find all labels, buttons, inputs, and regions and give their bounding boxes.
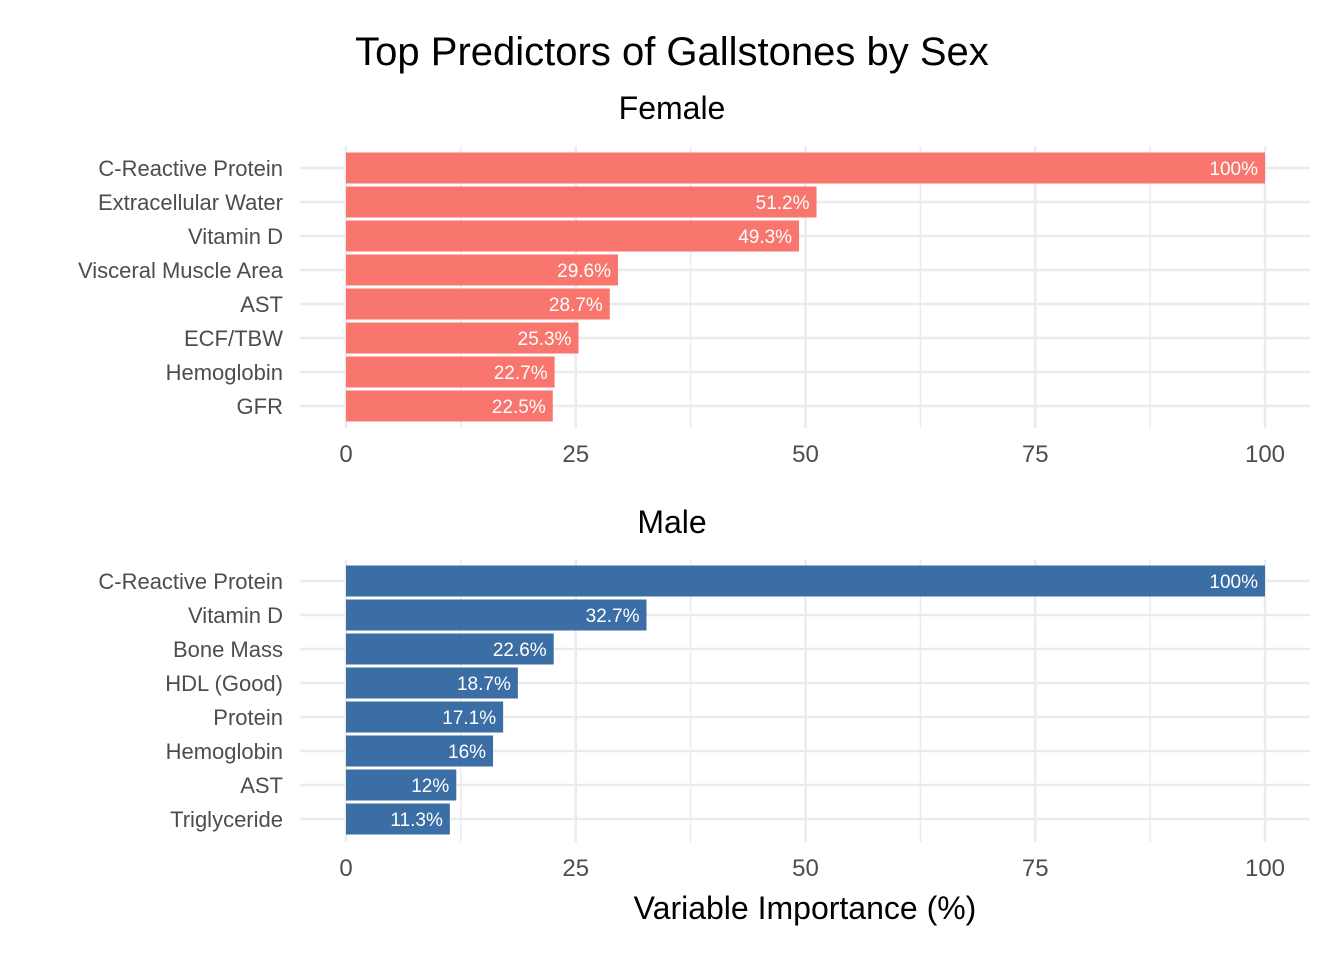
male-category-label: HDL (Good) — [165, 671, 283, 696]
male-facet-title: Male — [637, 504, 706, 540]
female-data-label: 100% — [1209, 159, 1258, 180]
male-bar — [346, 633, 554, 665]
male-bar — [346, 599, 647, 631]
male-category-label: C-Reactive Protein — [98, 569, 283, 594]
female-x-tick-label: 50 — [792, 441, 819, 468]
male-category-label: Hemoglobin — [166, 739, 283, 764]
male-category-label: Protein — [213, 705, 283, 730]
female-category-label: C-Reactive Protein — [98, 156, 283, 181]
male-category-label: Vitamin D — [188, 603, 283, 628]
female-category-label: AST — [240, 292, 283, 317]
male-data-label: 18.7% — [457, 674, 511, 695]
female-bar — [346, 288, 610, 320]
male-bar — [346, 769, 457, 801]
female-x-tick-label: 75 — [1022, 441, 1049, 468]
female-data-label: 29.6% — [557, 261, 611, 282]
female-bar — [346, 356, 555, 388]
male-data-label: 16% — [448, 742, 486, 763]
female-bar — [346, 322, 579, 354]
male-category-label: Triglyceride — [170, 807, 283, 832]
female-bar — [346, 254, 619, 286]
female-data-label: 25.3% — [518, 329, 572, 350]
female-bar — [346, 220, 800, 252]
female-x-tick-label: 0 — [339, 441, 352, 468]
chart-title: Top Predictors of Gallstones by Sex — [355, 30, 989, 74]
female-data-label: 49.3% — [738, 227, 792, 248]
female-category-label: ECF/TBW — [184, 326, 283, 351]
male-bar — [346, 565, 1265, 597]
male-bar — [346, 803, 450, 835]
male-category-label: Bone Mass — [173, 637, 283, 662]
female-category-label: GFR — [237, 394, 283, 419]
male-bar — [346, 701, 504, 733]
female-facet-title: Female — [619, 90, 726, 126]
male-x-tick-label: 50 — [792, 855, 819, 882]
male-data-label: 100% — [1209, 572, 1258, 593]
female-x-tick-label: 25 — [562, 441, 589, 468]
male-data-label: 11.3% — [390, 810, 443, 831]
female-data-label: 51.2% — [756, 193, 810, 214]
female-x-tick-label: 100 — [1245, 441, 1285, 468]
female-category-label: Visceral Muscle Area — [78, 258, 284, 283]
female-bar — [346, 186, 817, 218]
female-data-label: 28.7% — [549, 295, 603, 316]
male-x-tick-label: 100 — [1245, 855, 1285, 882]
female-category-label: Vitamin D — [188, 224, 283, 249]
female-category-label: Hemoglobin — [166, 360, 283, 385]
female-data-label: 22.7% — [494, 363, 548, 384]
male-bar — [346, 667, 518, 699]
male-x-tick-label: 25 — [562, 855, 589, 882]
female-bar — [346, 152, 1265, 184]
x-axis-label: Variable Importance (%) — [634, 890, 977, 926]
male-data-label: 32.7% — [586, 606, 640, 627]
male-data-label: 12% — [411, 776, 449, 797]
male-bar — [346, 735, 494, 767]
male-data-label: 17.1% — [442, 708, 496, 729]
male-x-tick-label: 75 — [1022, 855, 1049, 882]
male-x-tick-label: 0 — [339, 855, 352, 882]
female-bar — [346, 390, 553, 422]
female-data-label: 22.5% — [492, 397, 546, 418]
male-data-label: 22.6% — [493, 640, 547, 661]
male-category-label: AST — [240, 773, 283, 798]
female-category-label: Extracellular Water — [98, 190, 283, 215]
